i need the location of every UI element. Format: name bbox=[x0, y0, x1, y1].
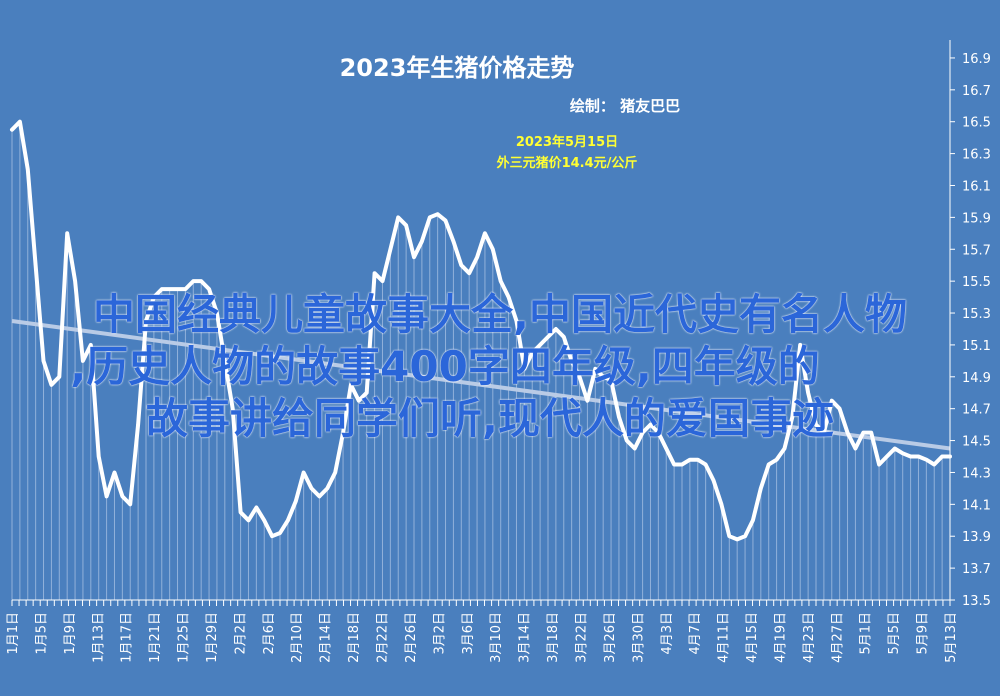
y-tick-label: 14.5 bbox=[962, 435, 991, 450]
x-tick-labels: 1月1日 1月5日 1月9日 1月13日 1月17日 1月21日 1月25日 1月29日 2月2… bbox=[6, 612, 959, 663]
trendline-layer bbox=[11, 319, 951, 451]
y-tick-label: 15.9 bbox=[962, 211, 991, 226]
x-tick-label: 4月15日 bbox=[745, 612, 760, 663]
x-tick-label: 5月5日 bbox=[887, 612, 902, 655]
y-tick-label: 14.3 bbox=[962, 466, 991, 481]
x-tick-label: 4月23日 bbox=[802, 612, 817, 663]
y-tick-label: 16.1 bbox=[962, 179, 991, 194]
chart-title: 2023年生猪价格走势 bbox=[340, 54, 575, 82]
x-tick-label: 5月13日 bbox=[944, 612, 959, 663]
y-tick-labels: 13.5 13.7 13.9 14.1 14.3 14.5 14.7 14.9 15.1 15.3… bbox=[962, 52, 991, 609]
drop-lines bbox=[11, 121, 951, 600]
y-tick-label: 15.5 bbox=[962, 275, 991, 290]
x-tick-label: 4月7日 bbox=[688, 612, 703, 655]
y-tick-label: 14.9 bbox=[962, 371, 991, 386]
x-tick-label: 5月1日 bbox=[859, 612, 874, 655]
y-tick-label: 16.5 bbox=[962, 116, 991, 131]
x-tick-label: 1月21日 bbox=[148, 612, 163, 663]
x-tick-label: 2月18日 bbox=[347, 612, 362, 663]
x-tick-label: 2月10日 bbox=[290, 612, 305, 663]
y-tick-label: 16.7 bbox=[962, 84, 991, 99]
trendline bbox=[11, 319, 951, 451]
x-tick-label: 4月3日 bbox=[660, 612, 675, 655]
annotation-price: 外三元猪价14.4元/公斤 bbox=[496, 155, 638, 171]
series-line bbox=[10, 119, 952, 542]
x-tick-label: 3月6日 bbox=[461, 612, 476, 655]
x-tick-label: 1月29日 bbox=[205, 612, 220, 663]
x-tick-label: 1月13日 bbox=[91, 612, 106, 663]
y-tick-label: 15.3 bbox=[962, 307, 991, 322]
y-tick-label: 16.9 bbox=[962, 52, 991, 67]
y-tick-label: 14.7 bbox=[962, 403, 991, 418]
x-tick-label: 1月5日 bbox=[34, 612, 49, 655]
x-tick-label: 1月9日 bbox=[63, 612, 78, 655]
y-tick-label: 15.7 bbox=[962, 243, 991, 258]
x-tick-label: 2月14日 bbox=[319, 612, 334, 663]
x-tick-label: 2月22日 bbox=[376, 612, 391, 663]
x-tick-label: 3月26日 bbox=[603, 612, 618, 663]
annotation-date: 2023年5月15日 bbox=[516, 134, 618, 150]
x-tick-label: 2月26日 bbox=[404, 612, 419, 663]
y-tick-label: 13.9 bbox=[962, 530, 991, 545]
y-tick-label: 13.5 bbox=[962, 594, 991, 609]
x-tick-label: 1月25日 bbox=[177, 612, 192, 663]
x-tick-label: 1月1日 bbox=[6, 612, 21, 655]
y-tick-label: 16.3 bbox=[962, 148, 991, 163]
x-tick-label: 3月18日 bbox=[546, 612, 561, 663]
x-tick-label: 4月27日 bbox=[830, 612, 845, 663]
x-tick-label: 3月2日 bbox=[432, 612, 447, 655]
series-layer bbox=[10, 119, 952, 542]
x-tick-label: 1月17日 bbox=[120, 612, 135, 663]
x-tick-label: 3月22日 bbox=[574, 612, 589, 663]
x-tick-label: 5月9日 bbox=[916, 612, 931, 655]
x-tick-label: 4月11日 bbox=[717, 612, 732, 663]
x-tick-label: 3月10日 bbox=[489, 612, 504, 663]
x-tick-label: 3月14日 bbox=[518, 612, 533, 663]
overlay-text-line-3: 故事讲给同学们听,现代人的爱国事迹 bbox=[146, 394, 834, 443]
axis-layer bbox=[11, 40, 955, 606]
overlay-text-line-2: ,历史人物的故事400字四年级,四年级的 bbox=[70, 342, 820, 391]
chart-subtitle: 绘制： 猪友巴巴 bbox=[570, 97, 680, 115]
x-tick-label: 3月30日 bbox=[631, 612, 646, 663]
y-tick-label: 15.1 bbox=[962, 339, 991, 354]
y-tick-label: 13.7 bbox=[962, 562, 991, 577]
y-tick-label: 14.1 bbox=[962, 498, 991, 513]
x-tick-label: 2月2日 bbox=[233, 612, 248, 655]
x-tick-label: 2月6日 bbox=[262, 612, 277, 655]
overlay-text-line-1: 中国经典儿童故事大全,中国近代史有名人物 bbox=[93, 290, 907, 339]
x-tick-label: 4月19日 bbox=[773, 612, 788, 663]
